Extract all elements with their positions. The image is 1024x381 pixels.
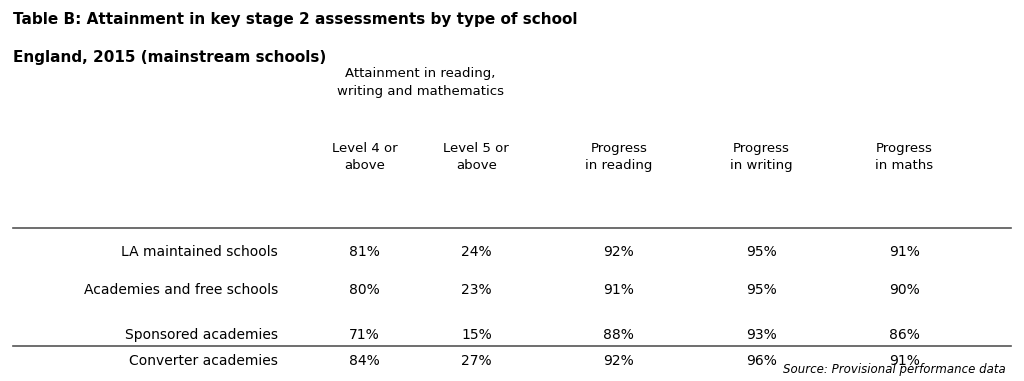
Text: 84%: 84% [349,354,380,368]
Text: 95%: 95% [746,245,777,259]
Text: 92%: 92% [603,245,634,259]
Text: Table B: Attainment in key stage 2 assessments by type of school: Table B: Attainment in key stage 2 asses… [13,12,578,27]
Text: Source: Provisional performance data: Source: Provisional performance data [783,363,1006,376]
Text: 91%: 91% [889,354,920,368]
Text: 15%: 15% [461,328,492,342]
Text: 93%: 93% [746,328,777,342]
Text: 90%: 90% [889,283,920,297]
Text: 71%: 71% [349,328,380,342]
Text: Converter academies: Converter academies [129,354,278,368]
Text: Progress
in maths: Progress in maths [876,142,933,172]
Text: 23%: 23% [461,283,492,297]
Text: 81%: 81% [349,245,380,259]
Text: Level 4 or
above: Level 4 or above [332,142,397,172]
Text: Academies and free schools: Academies and free schools [84,283,278,297]
Text: 88%: 88% [603,328,635,342]
Text: 95%: 95% [746,283,777,297]
Text: 86%: 86% [889,328,920,342]
Text: 92%: 92% [603,354,634,368]
Text: 91%: 91% [603,283,635,297]
Text: 24%: 24% [461,245,492,259]
Text: Attainment in reading,
writing and mathematics: Attainment in reading, writing and mathe… [337,67,504,98]
Text: 96%: 96% [746,354,777,368]
Text: England, 2015 (mainstream schools): England, 2015 (mainstream schools) [13,50,327,65]
Text: 91%: 91% [889,245,920,259]
Text: 27%: 27% [461,354,492,368]
Text: Progress
in writing: Progress in writing [730,142,793,172]
Text: Progress
in reading: Progress in reading [586,142,652,172]
Text: LA maintained schools: LA maintained schools [121,245,278,259]
Text: Sponsored academies: Sponsored academies [125,328,278,342]
Text: 80%: 80% [349,283,380,297]
Text: Level 5 or
above: Level 5 or above [443,142,509,172]
